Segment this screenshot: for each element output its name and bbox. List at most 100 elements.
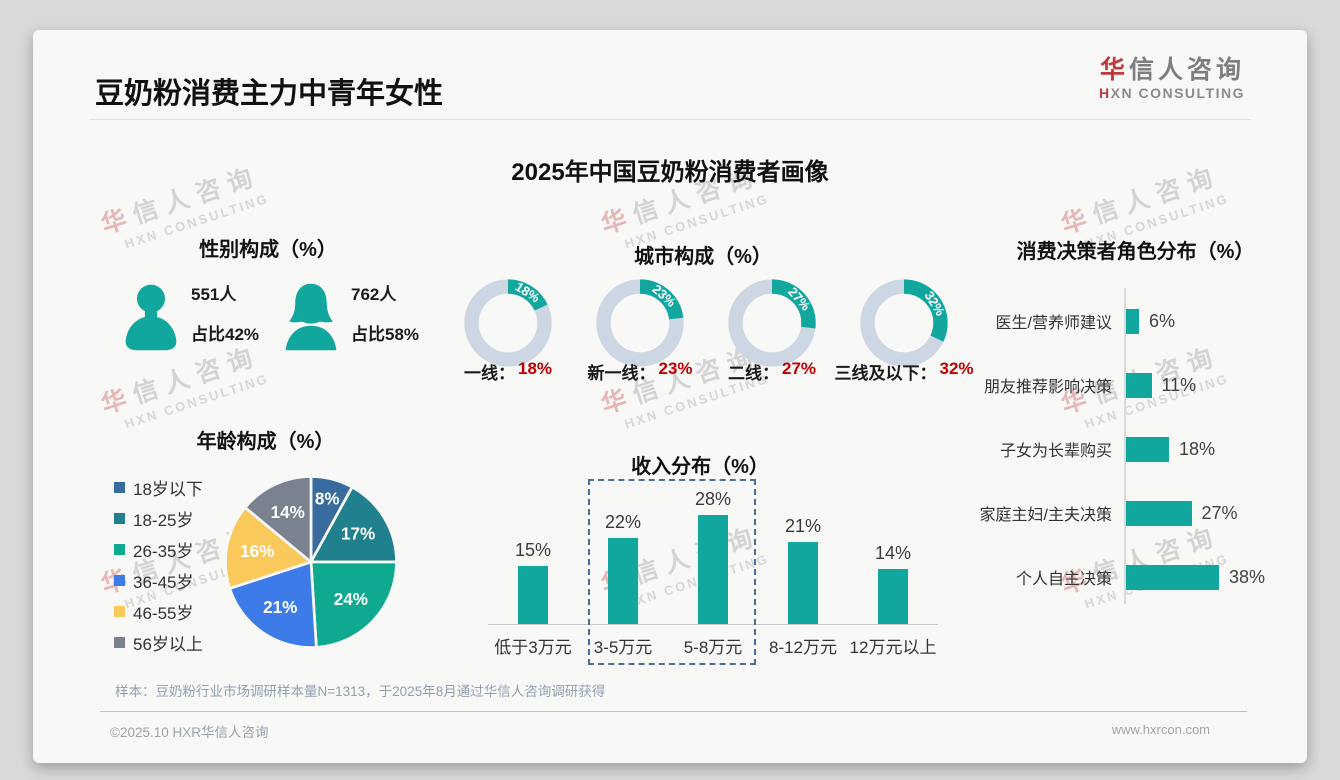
income-title: 收入分布（%） (631, 456, 769, 478)
decision-row-value: 6% (1149, 310, 1176, 331)
income-bar (698, 514, 728, 624)
svg-text:17%: 17% (341, 525, 375, 544)
decision-row-value: 27% (1201, 502, 1238, 523)
age-title: 年龄构成（%） (196, 431, 335, 453)
logo-en-text: HXN CONSULTING (1099, 84, 1245, 101)
city-donut-svg: 23% (596, 279, 684, 367)
decision-bar (1124, 500, 1192, 526)
age-legend-item: 18-25岁 (114, 508, 218, 530)
decision-section: 消费决策者角色分布（%） 医生/营养师建议 6% 朋友推荐影响决策 11% 子女为长辈购… (963, 240, 1307, 614)
decision-title: 消费决策者角色分布（%） (1016, 241, 1255, 263)
city-donut-label: 三线及以下： 32% (834, 359, 974, 383)
decision-bar (1124, 372, 1152, 398)
income-column: 28% (668, 489, 758, 624)
male-share: 占比42% (191, 325, 260, 344)
footer-copyright: ©2025.10 HXR华信人咨询 (110, 725, 269, 740)
decision-row-label: 医生/营养师建议 (995, 315, 1112, 332)
female-icon (285, 283, 337, 351)
decision-row-label: 朋友推荐影响决策 (983, 379, 1112, 396)
gender-male-item: 551人 占比42% (123, 278, 271, 356)
decision-row: 子女为长辈购买 18% (963, 417, 1307, 481)
age-legend-item: 46-55岁 (114, 601, 218, 623)
company-logo: 华信人咨询 HXN CONSULTING (1099, 56, 1245, 101)
decision-chart: 医生/营养师建议 6% 朋友推荐影响决策 11% 子女为长辈购买 18% 家庭主妇/主夫决策… (963, 280, 1307, 614)
age-legend-label: 46-55岁 (133, 604, 194, 623)
city-donut-row: 18% 一线： 18% 23% 新一线： 23% 27% 二线： 27% 32% 三线及以下： 32% (460, 275, 974, 384)
income-value-label: 21% (784, 516, 822, 537)
income-column: 21% (758, 516, 848, 624)
city-donut-svg: 32% (860, 279, 948, 367)
income-x-label: 8-12万元 (768, 638, 838, 657)
gender-female-item: 762人 占比58% (283, 278, 431, 356)
income-section: 收入分布（%） 15% 22% 28% 21% 14% 低于3万元 3-5万元 5-8万元 8… (465, 455, 938, 665)
decision-row: 家庭主妇/主夫决策 27% (963, 481, 1307, 545)
age-legend-swatch (114, 513, 125, 524)
city-section: 城市构成（%） 18% 一线： 18% 23% 新一线： 23% 27% 二线： 27% 32% 三… (448, 245, 974, 384)
gender-male-texts: 551人 占比42% (191, 278, 271, 356)
female-share: 占比58% (351, 325, 420, 344)
gender-female-texts: 762人 占比58% (351, 278, 431, 356)
svg-text:24%: 24% (334, 590, 368, 609)
male-icon (125, 284, 177, 351)
income-axis-line (488, 624, 938, 625)
income-column: 14% (848, 543, 938, 624)
page-title: 豆奶粉消费主力中青年女性 (95, 78, 444, 110)
city-donut-svg: 27% (728, 279, 816, 367)
city-donut: 32% 三线及以下： 32% (834, 275, 974, 384)
decision-row-value: 38% (1229, 566, 1266, 587)
age-pie-slice (243, 475, 313, 564)
decision-row: 朋友推荐影响决策 11% (963, 353, 1307, 417)
income-column: 22% (578, 512, 668, 624)
footer-url: www.hxrcon.com (1111, 722, 1210, 737)
income-value-label: 15% (514, 539, 552, 560)
income-column: 15% (488, 539, 578, 624)
male-count: 551人 (191, 285, 237, 304)
svg-text:21%: 21% (263, 598, 297, 617)
gender-title: 性别构成（%） (199, 239, 337, 261)
decision-row: 个人自主决策 38% (963, 545, 1307, 609)
watermark-en-text: HXN CONSULTING (122, 370, 271, 432)
decision-bar (1124, 564, 1219, 590)
age-body: 18岁以下 18-25岁 26-35岁 36-45岁 46-55岁 56岁以上 8% 17%… (68, 466, 463, 663)
decision-bar (1124, 308, 1139, 334)
decision-row: 医生/营养师建议 6% (963, 289, 1307, 353)
age-legend-swatch (114, 482, 125, 493)
sample-note: 样本：豆奶粉行业市场调研样本量N=1313，于2025年8月通过华信人咨询调研获… (115, 684, 606, 699)
age-pie-chart: 8%17% 24% 21% 16% 14% (224, 475, 398, 649)
income-bar (518, 565, 548, 624)
logo-cn-text: 华信人咨询 (1099, 56, 1245, 84)
watermark-en-text: HXN CONSULTING (622, 190, 771, 252)
city-donut: 18% 一线： 18% (460, 275, 556, 384)
income-bar (878, 569, 908, 624)
age-legend-label: 18岁以下 (133, 480, 203, 499)
header-divider (89, 119, 1251, 120)
age-legend-label: 18-25岁 (133, 511, 194, 530)
decision-row-label: 子女为长辈购买 (999, 443, 1112, 460)
income-bars: 15% 22% 28% 21% 14% (488, 487, 938, 624)
income-value-label: 22% (604, 512, 642, 533)
city-donut: 23% 新一线： 23% (587, 275, 693, 384)
age-legend-swatch (114, 575, 125, 586)
age-section: 年龄构成（%） 18岁以下 18-25岁 26-35岁 36-45岁 46-55岁 56岁… (68, 430, 463, 663)
city-donut-label: 新一线： 23% (587, 359, 693, 383)
decision-row-value: 11% (1161, 374, 1197, 395)
age-pie-slice (309, 560, 398, 649)
age-legend-label: 36-45岁 (133, 573, 194, 592)
income-bar (788, 542, 818, 624)
gender-section: 性别构成（%） 551人 占比42% (73, 238, 463, 356)
decision-row-value: 18% (1179, 438, 1216, 459)
age-legend-item: 56岁以上 (114, 632, 218, 654)
income-chart: 15% 22% 28% 21% 14% 低于3万元 3-5万元 5-8万元 8-12万元 12万… (488, 479, 938, 665)
age-legend-label: 26-35岁 (133, 542, 194, 561)
city-donut-svg: 18% (464, 279, 552, 367)
age-legend-label: 56岁以上 (133, 635, 203, 654)
city-donut: 27% 二线： 27% (724, 275, 820, 384)
age-pie-slice (228, 560, 318, 649)
income-x-label: 低于3万元 (494, 638, 572, 657)
income-x-labels: 低于3万元 3-5万元 5-8万元 8-12万元 12万元以上 (488, 633, 938, 658)
decision-row-label: 个人自主决策 (1015, 571, 1112, 588)
footer-divider (100, 711, 1247, 712)
age-pie-slice (309, 485, 398, 564)
slide-card: 华信人咨询 HXN CONSULTING 华信人咨询 HXN CONSULTING 华信… (33, 30, 1307, 763)
